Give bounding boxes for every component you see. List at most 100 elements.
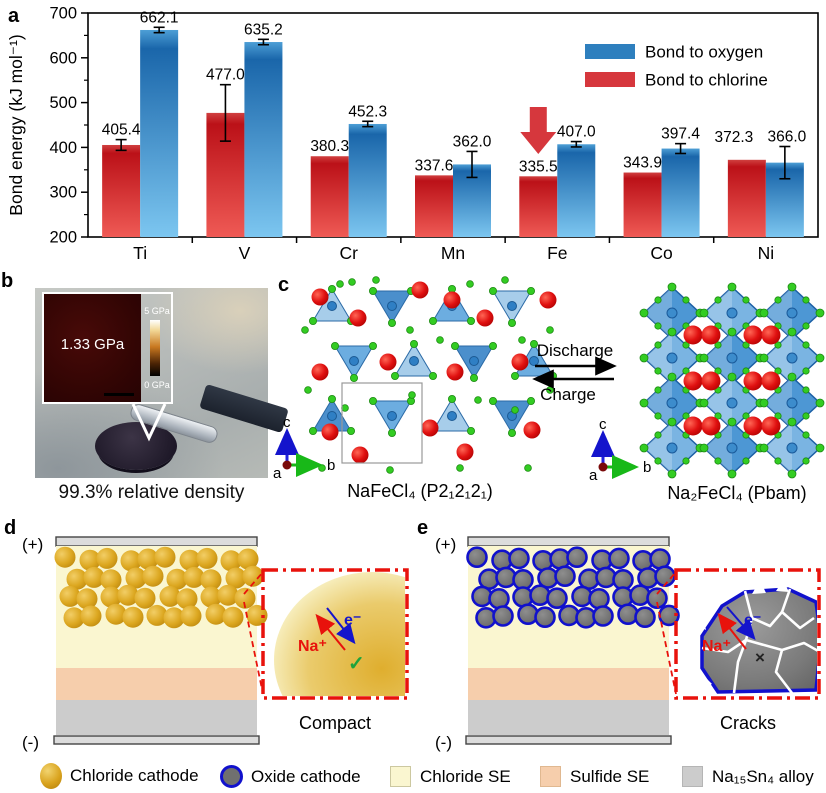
cl-atom [368, 396, 377, 405]
cl-atom [714, 457, 722, 465]
cl-atom [654, 296, 662, 304]
cl-atom [330, 341, 339, 350]
y-axis-title: Bond energy (kJ mol⁻¹) [6, 34, 26, 215]
value-label: 477.0 [206, 67, 245, 84]
cl-atom [639, 308, 649, 318]
cl-atom [639, 353, 649, 363]
legend-label: Chloride SE [420, 766, 511, 786]
cl-atom [511, 406, 519, 414]
cl-atom [436, 336, 444, 344]
axis-b-label: b [327, 457, 335, 474]
cl-atom [727, 469, 737, 479]
x-category-label: Ti [133, 243, 147, 263]
cl-atom [802, 431, 810, 439]
chloride-particle [96, 547, 118, 569]
na-atom [511, 353, 529, 371]
afm-inset: 1.33 GPa 5 GPa 0 GPa [42, 292, 173, 404]
color-scale-bar [150, 320, 160, 376]
chloride-particle [125, 567, 147, 589]
chloride-cathode-icon [40, 763, 62, 789]
alloy-layer [468, 700, 669, 735]
oxide-particle [634, 606, 656, 629]
chloride-particle [200, 586, 222, 608]
cl-atom [546, 326, 554, 334]
chloride-particle [176, 588, 198, 610]
na-atom [701, 371, 721, 391]
na-atom [683, 325, 703, 345]
cl-atom [802, 386, 810, 394]
legend-entry-label: Bond to chlorine [645, 71, 768, 90]
alloy-icon [682, 766, 703, 787]
fe-atom [666, 397, 678, 409]
na-atom [683, 416, 703, 436]
fe-atom [726, 307, 738, 319]
cl-atom [759, 398, 769, 408]
zoom-inset-box [674, 568, 821, 700]
fe-atom [387, 411, 397, 421]
scale-min-label: 0 GPa [144, 380, 170, 390]
electron-arrow [326, 607, 356, 645]
chloride-particle [179, 549, 201, 571]
value-label: 362.0 [453, 133, 492, 150]
y-tick-label: 700 [49, 5, 77, 23]
cl-atom [527, 396, 536, 405]
top-electrode [467, 536, 670, 547]
cl-atom [654, 457, 662, 465]
axes-right: c b a [589, 416, 651, 484]
sulfide-se-layer [56, 668, 257, 700]
chloride-particle [234, 587, 256, 609]
cl-atom [699, 398, 709, 408]
legend-swatch [585, 44, 635, 59]
na-atom [446, 363, 464, 381]
chloride-particle [80, 605, 102, 627]
x-category-label: Ni [758, 243, 775, 263]
oxide-particle [488, 587, 510, 610]
zoom-connector [656, 571, 677, 595]
legend-item-chloride-cathode: Chloride cathode [40, 763, 199, 789]
chloride-particle [225, 567, 247, 589]
bar-Bond-to-oxygen-Fe [557, 144, 596, 237]
fe-atom [387, 301, 397, 311]
cl-atom [387, 318, 396, 327]
cl-atom [667, 282, 677, 292]
cl-atom [654, 341, 662, 349]
cl-atom [815, 308, 825, 318]
oxide-particle [546, 587, 568, 610]
value-label: 407.0 [557, 124, 596, 141]
chloride-particle [105, 603, 127, 625]
y-tick-label: 500 [49, 94, 77, 112]
na-atom [411, 281, 429, 299]
chloride-particle [159, 585, 181, 607]
cl-atom [802, 412, 810, 420]
electron-label: e⁻ [344, 612, 361, 629]
cl-atom [787, 469, 797, 479]
cl-atom [507, 428, 516, 437]
na2fecl4-label: Na₂FeCl₄ (Pbam) [667, 483, 806, 503]
cl-atom [318, 464, 326, 472]
alloy-layer [56, 700, 257, 735]
y-tick-label: 200 [49, 229, 77, 247]
chloride-particle [66, 568, 88, 590]
cl-atom [327, 284, 336, 293]
oxide-particle [466, 546, 488, 569]
bar-Bond-to-chlorine-Ti [102, 144, 141, 237]
fe-atom [726, 442, 738, 454]
cl-atom [787, 417, 797, 427]
unit-cell-outline [341, 382, 423, 464]
cl-atom [387, 428, 396, 437]
chloride-particle [83, 566, 105, 588]
crystal-structures: c Discharge Charge c b a c b a NaFeCl₄ (… [273, 274, 825, 503]
cl-atom [714, 296, 722, 304]
discharge-label: Discharge [537, 341, 614, 360]
cl-atom [742, 367, 750, 375]
octahedron-facet [704, 377, 732, 429]
octahedron-facet [644, 332, 672, 384]
octahedron-facet [704, 287, 732, 339]
na-atom [456, 443, 474, 461]
x-category-label: Fe [547, 243, 567, 263]
na-atom [379, 353, 397, 371]
cl-atom [815, 443, 825, 453]
cl-atom [327, 394, 336, 403]
y-tick-label: 300 [49, 184, 77, 202]
octahedron-facet [704, 422, 732, 474]
